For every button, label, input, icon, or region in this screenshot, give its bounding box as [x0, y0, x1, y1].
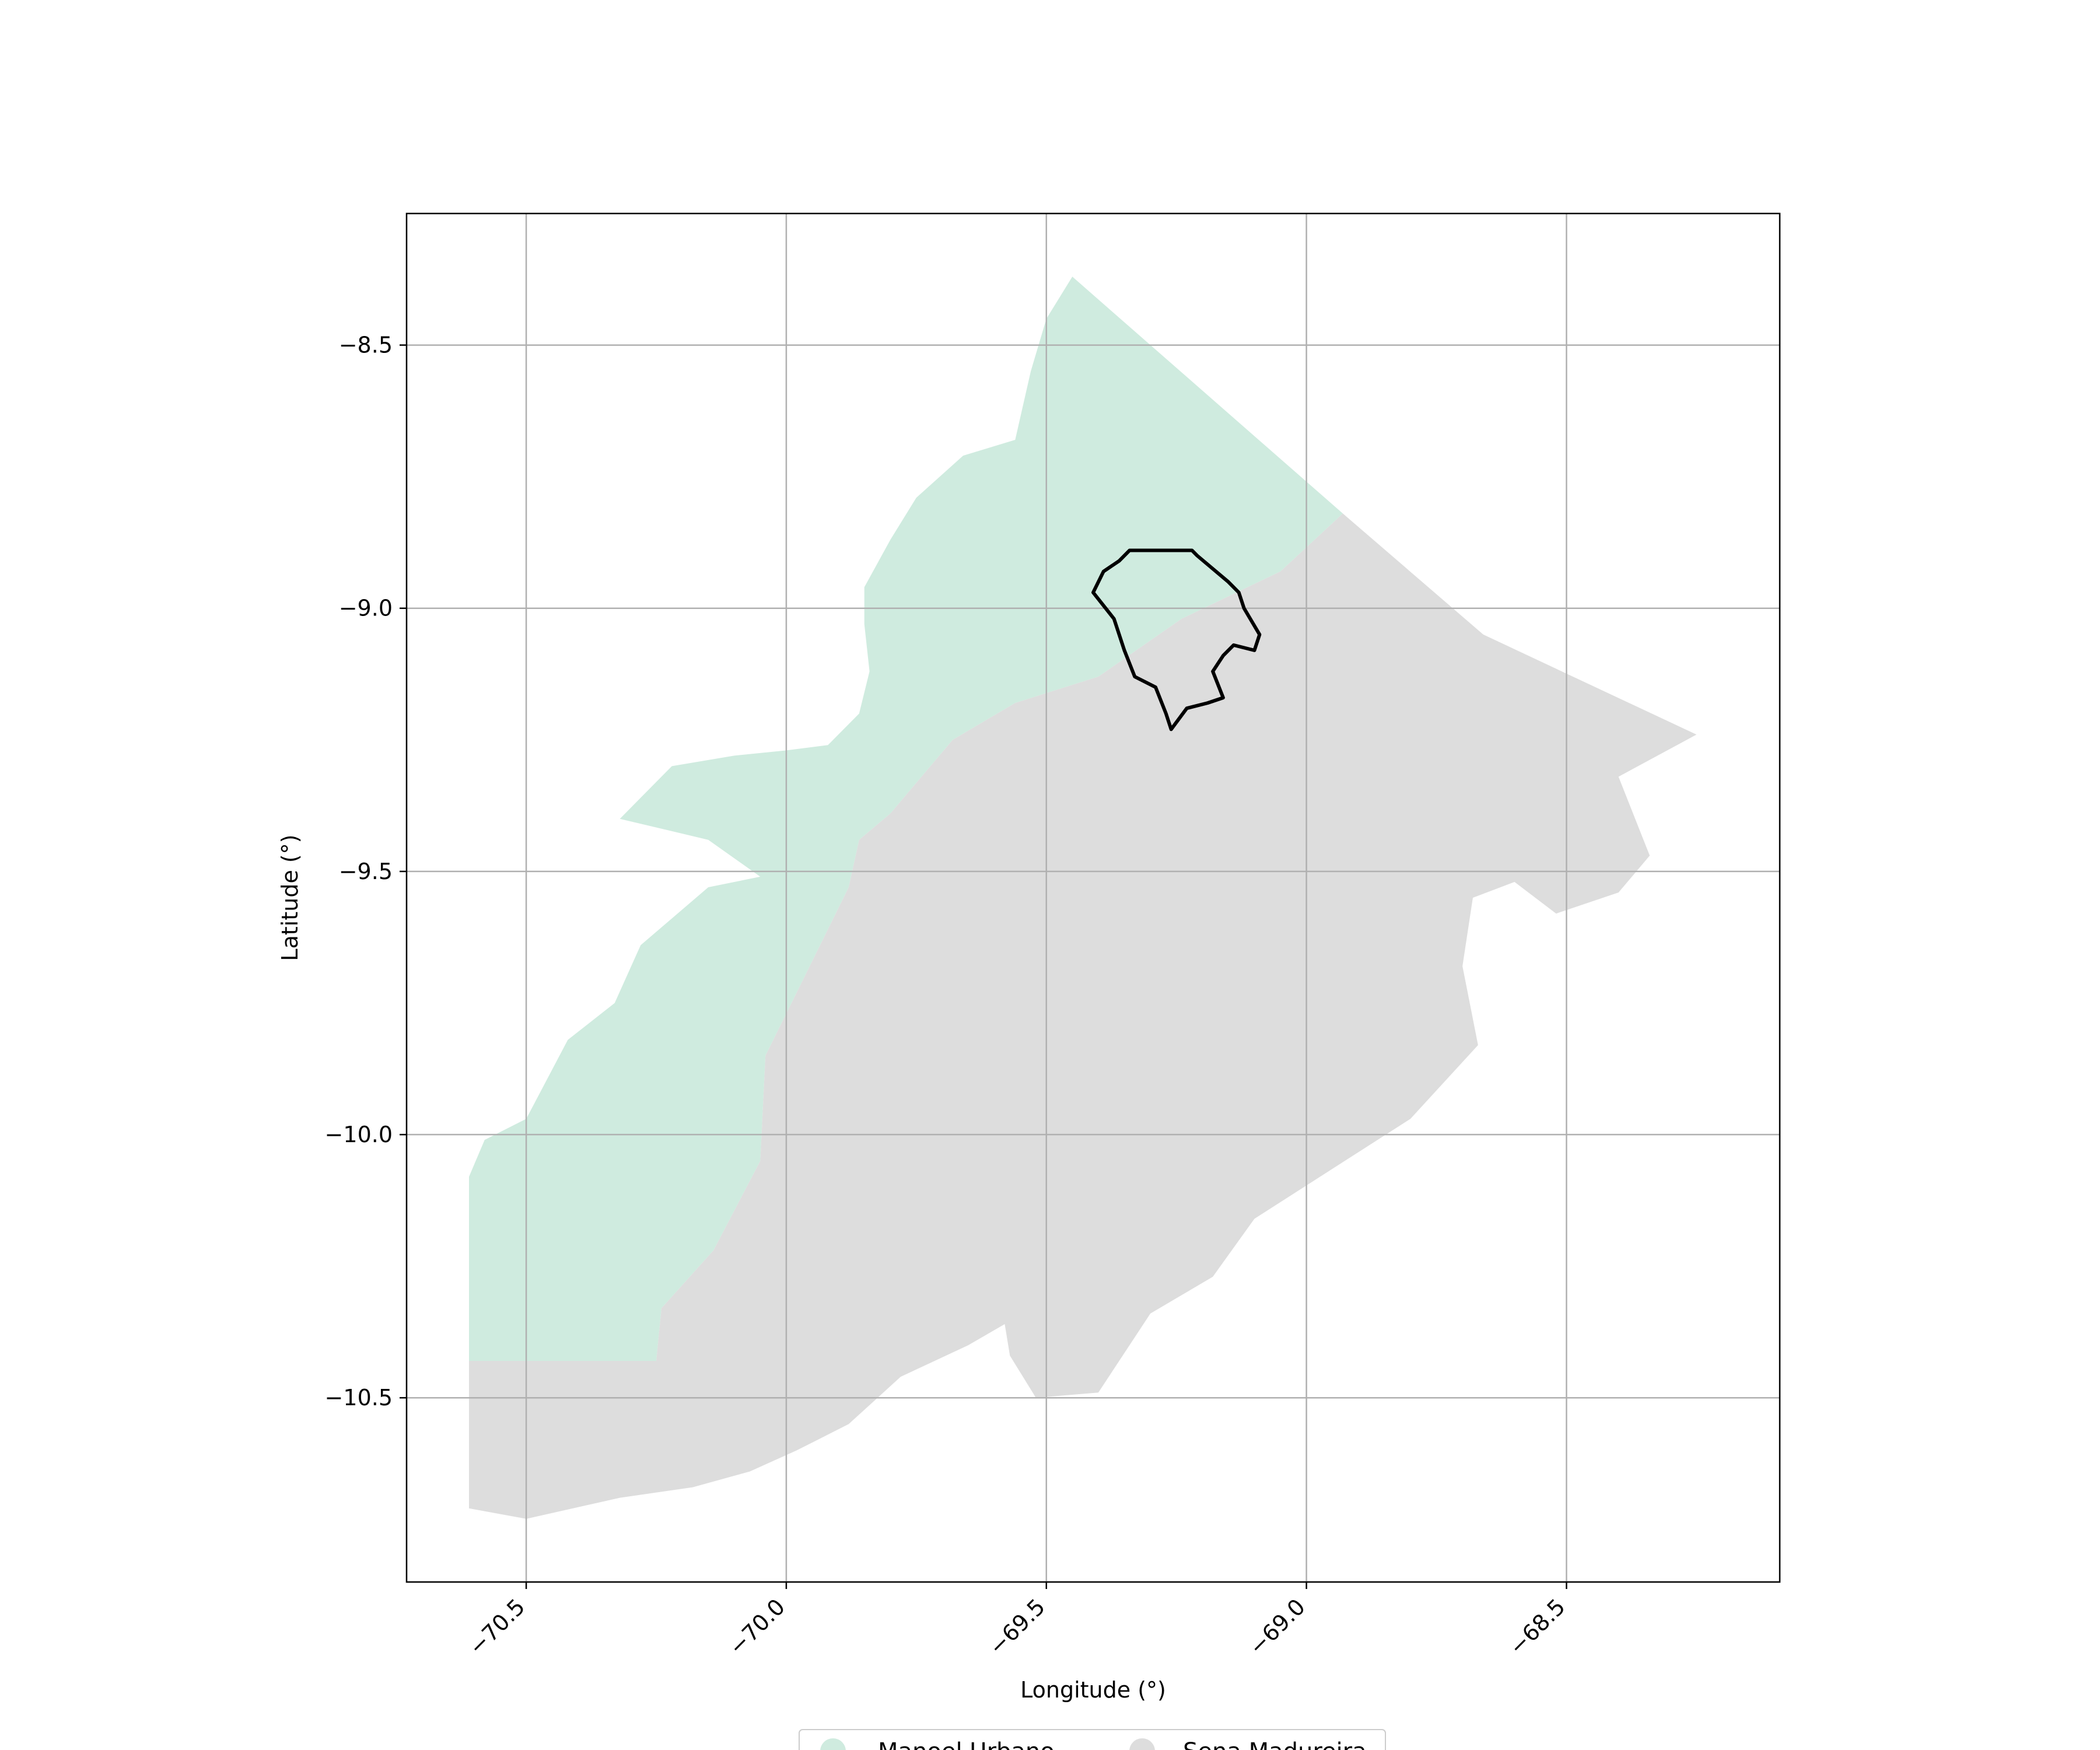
y-tick-label: −10.0: [325, 1122, 393, 1147]
legend-box: [799, 1729, 1386, 1750]
regions-layer: [469, 276, 1697, 1519]
outline-layer: [1091, 548, 1262, 732]
y-tick-label: −9.0: [339, 596, 393, 621]
y-tick-label: −10.5: [325, 1385, 393, 1410]
legend: Manoel Urbano Sena Madureira: [799, 1729, 1386, 1750]
x-axis-label: Longitude (°): [1020, 1677, 1166, 1703]
legend-label-manoel-urbano: Manoel Urbano: [878, 1738, 1055, 1750]
legend-swatch-sena-madureira: [1129, 1738, 1155, 1750]
y-tick-label: −9.5: [339, 859, 393, 884]
region-manoel-urbano: [469, 276, 1343, 1361]
plot-frame: [405, 212, 1781, 1583]
highlighted-boundary-outline: [1091, 548, 1262, 732]
grid-layer: [407, 214, 1780, 1582]
y-axis-label: Latitude (°): [277, 834, 303, 961]
y-tick-label: −8.5: [339, 332, 393, 358]
region-sena-madureira: [469, 513, 1697, 1519]
legend-label-sena-madureira: Sena Madureira: [1183, 1738, 1367, 1750]
legend-swatch-manoel-urbano: [820, 1738, 846, 1750]
